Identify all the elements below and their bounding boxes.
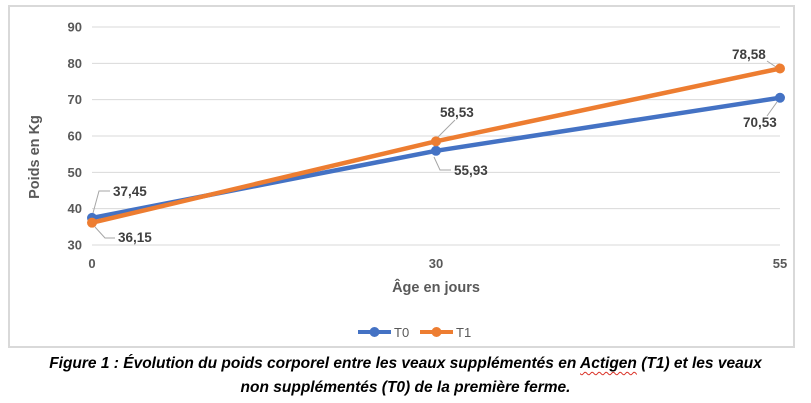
- caption-text: Figure 1 : Évolution du poids corporel e…: [49, 355, 581, 372]
- data-label: 70,53: [743, 115, 777, 130]
- caption-text: (T1) et les veaux: [636, 355, 762, 372]
- label-leader-line: [436, 119, 456, 139]
- y-tick-label: 50: [68, 165, 82, 180]
- data-label: 36,15: [118, 230, 152, 245]
- data-label: 55,93: [454, 163, 488, 178]
- legend-T1-marker: [431, 327, 442, 337]
- series-T0-marker: [775, 92, 785, 103]
- label-leader-line: [94, 226, 115, 239]
- legend-T0-label: T0: [394, 325, 409, 340]
- data-label: 78,58: [732, 47, 766, 62]
- label-leader-line: [433, 156, 451, 171]
- series-T1-marker: [775, 63, 785, 74]
- y-tick-label: 40: [68, 201, 82, 216]
- y-tick-label: 80: [68, 56, 82, 71]
- x-tick-label: 30: [429, 256, 443, 271]
- line-chart: 30 40 50 60 70 80 90 0 30 55 37,45 55,93 70,53 36,15 5…: [27, 20, 787, 341]
- data-label: 37,45: [113, 184, 147, 199]
- label-leader-line: [766, 60, 777, 68]
- label-leader-line: [766, 101, 778, 117]
- legend-T1-label: T1: [456, 325, 471, 340]
- y-tick-label: 60: [68, 129, 82, 144]
- caption-line-2: non supplémentés (T0) de la première fer…: [240, 378, 571, 396]
- series-T1-marker: [87, 217, 97, 228]
- spellcheck-word: Actigen: [580, 355, 637, 372]
- figure-caption: Figure 1 : Évolution du poids corporel e…: [0, 352, 811, 399]
- series-T0-marker: [431, 145, 441, 156]
- data-label: 58,53: [440, 105, 474, 120]
- y-tick-label: 30: [68, 238, 82, 253]
- chart-frame[interactable]: 30 40 50 60 70 80 90 0 30 55 37,45 55,93 70,53 36,15 5…: [8, 5, 795, 348]
- x-axis-title: Âge en jours: [392, 278, 480, 296]
- label-leader-line: [92, 190, 110, 214]
- x-tick-label: 0: [88, 256, 95, 271]
- x-tick-label: 55: [773, 256, 787, 271]
- y-tick-label: 70: [68, 92, 82, 107]
- legend-T0-marker: [369, 327, 380, 337]
- caption-line-1: Figure 1 : Évolution du poids corporel e…: [0, 352, 811, 376]
- y-tick-label: 90: [68, 20, 82, 35]
- y-axis-title: Poids en Kg: [27, 115, 43, 199]
- series-T1-marker: [431, 136, 441, 147]
